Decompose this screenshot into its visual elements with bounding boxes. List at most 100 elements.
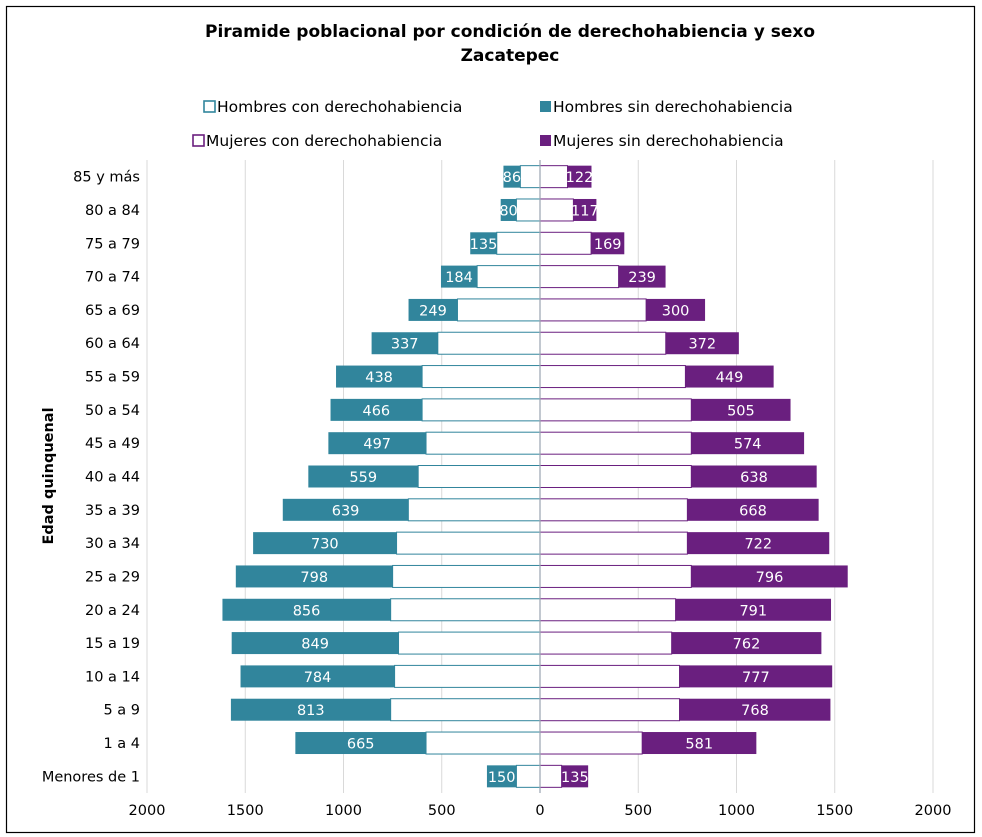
category-label: 70 a 74 (85, 270, 140, 286)
data-label-hombres-sin: 730 (311, 537, 339, 553)
data-label-hombres-sin: 438 (365, 370, 393, 386)
bar-hombres-sin-derechohabiencia (470, 232, 497, 255)
data-label-mujeres-sin: 791 (739, 603, 767, 619)
data-label-mujeres-sin: 574 (734, 437, 762, 453)
chart-title-line-1: Piramide poblacional por condición de de… (205, 22, 815, 42)
chart-title-line-2: Zacatepec (461, 46, 560, 66)
data-label-hombres-sin: 639 (332, 503, 360, 519)
bar-hombres-sin-derechohabiencia (486, 765, 517, 788)
bar-mujeres-con-derechohabiencia (539, 465, 692, 488)
category-label: 15 a 19 (85, 636, 140, 652)
bar-hombres-sin-derechohabiencia (253, 532, 397, 555)
bar-mujeres-sin-derechohabiencia (646, 298, 706, 321)
bar-mujeres-con-derechohabiencia (539, 231, 592, 255)
chart-border (5, 5, 976, 834)
x-axis: 2000 1500 1000 500 0 500 1000 1500 2000 (129, 160, 951, 819)
data-label-mujeres-sin: 117 (571, 203, 599, 219)
bar-mujeres-sin-derechohabiencia (671, 632, 822, 655)
category-label: Menores de 1 (42, 769, 140, 785)
data-label-hombres-sin: 86 (503, 170, 521, 186)
data-label-mujeres-sin: 122 (566, 170, 594, 186)
bar-mujeres-con-derechohabiencia (539, 498, 688, 522)
category-label: 85 y más (73, 170, 140, 186)
bar-mujeres-con-derechohabiencia (539, 698, 681, 722)
bar-hombres-con-derechohabiencia (515, 198, 541, 222)
bar-hombres-con-derechohabiencia (496, 231, 541, 255)
data-label-hombres-sin: 798 (300, 570, 328, 586)
bar-mujeres-sin-derechohabiencia (618, 265, 666, 288)
y-axis-label: Edad quinquenal (41, 407, 57, 544)
bar-hombres-con-derechohabiencia (421, 398, 541, 422)
category-label: 75 a 79 (85, 236, 140, 252)
category-label: 45 a 49 (85, 436, 140, 452)
data-label-mujeres-sin: 169 (594, 237, 622, 253)
bar-mujeres-sin-derechohabiencia (665, 332, 739, 355)
x-tick-label: 500 (624, 803, 652, 819)
bar-mujeres-sin-derechohabiencia (567, 165, 592, 188)
bar-mujeres-con-derechohabiencia (539, 564, 692, 588)
bar-mujeres-con-derechohabiencia (539, 531, 688, 555)
bar-hombres-con-derechohabiencia (456, 298, 541, 322)
bar-hombres-sin-derechohabiencia (503, 165, 521, 188)
bar-hombres-sin-derechohabiencia (222, 598, 391, 621)
category-label: 40 a 44 (85, 470, 140, 486)
bar-hombres-sin-derechohabiencia (330, 398, 423, 421)
category-label: 65 a 69 (85, 303, 140, 319)
category-labels: 85 y más 80 a 84 75 a 79 70 a 74 65 a 69 60 a… (42, 170, 140, 786)
bar-hombres-con-derechohabiencia (425, 731, 541, 755)
data-label-mujeres-sin: 722 (744, 537, 772, 553)
data-label-hombres-sin: 184 (445, 270, 473, 286)
data-label-hombres-sin: 466 (362, 403, 390, 419)
bar-hombres-sin-derechohabiencia (500, 198, 517, 221)
bar-hombres-sin-derechohabiencia (240, 665, 395, 688)
bar-mujeres-sin-derechohabiencia (679, 698, 831, 721)
category-label: 5 a 9 (103, 703, 140, 719)
data-label-mujeres-sin: 449 (716, 370, 744, 386)
bar-hombres-sin-derechohabiencia (230, 698, 391, 721)
bar-mujeres-con-derechohabiencia (539, 631, 673, 655)
category-label: 55 a 59 (85, 370, 140, 386)
bar-hombres-sin-derechohabiencia (408, 298, 458, 321)
bar-mujeres-con-derechohabiencia (539, 265, 620, 289)
bar-mujeres-sin-derechohabiencia (679, 665, 833, 688)
bar-mujeres-sin-derechohabiencia (687, 532, 830, 555)
data-label-hombres-sin: 856 (293, 603, 321, 619)
bar-mujeres-sin-derechohabiencia (691, 398, 791, 421)
legend-swatch-mujeres-con (192, 134, 205, 147)
bar-mujeres-con-derechohabiencia (539, 365, 686, 389)
category-label: 20 a 24 (85, 603, 140, 619)
legend-swatch-mujeres-sin (540, 135, 551, 146)
data-label-mujeres-sin: 768 (741, 703, 769, 719)
legend: Hombres con derechohabiencia Hombres sin… (192, 98, 793, 150)
bar-hombres-sin-derechohabiencia (231, 632, 399, 655)
bar-hombres-con-derechohabiencia (519, 165, 541, 189)
bar-mujeres-sin-derechohabiencia (687, 498, 819, 521)
category-label: 1 a 4 (103, 736, 140, 752)
bar-mujeres-sin-derechohabiencia (573, 198, 597, 221)
bar-mujeres-sin-derechohabiencia (675, 598, 832, 621)
bar-mujeres-sin-derechohabiencia (685, 365, 774, 388)
bar-hombres-sin-derechohabiencia (308, 465, 419, 488)
data-label-hombres-sin: 813 (297, 703, 325, 719)
data-label-mujeres-sin: 638 (740, 470, 768, 486)
data-label-hombres-sin: 784 (304, 670, 332, 686)
legend-label-mujeres-con: Mujeres con derechohabiencia (206, 132, 442, 150)
data-label-hombres-sin: 497 (363, 437, 391, 453)
data-label-mujeres-sin: 581 (685, 737, 713, 753)
data-labels: 86 122 80 117 135 169 184 239 249 300 337 372 438 449… (293, 170, 784, 786)
legend-swatch-hombres-con (203, 100, 216, 113)
bar-hombres-sin-derechohabiencia (295, 732, 427, 755)
x-tick-label: 0 (535, 803, 544, 819)
x-tick-label: 500 (428, 803, 456, 819)
data-label-mujeres-sin: 762 (733, 637, 761, 653)
data-label-mujeres-sin: 239 (628, 270, 656, 286)
category-label: 80 a 84 (85, 203, 140, 219)
bar-mujeres-con-derechohabiencia (539, 431, 692, 455)
bar-hombres-con-derechohabiencia (515, 764, 541, 788)
data-label-mujeres-sin: 777 (742, 670, 770, 686)
data-label-mujeres-sin: 668 (739, 503, 767, 519)
bar-hombres-con-derechohabiencia (394, 664, 541, 688)
legend-label-hombres-sin: Hombres sin derechohabiencia (553, 98, 793, 116)
category-label: 30 a 34 (85, 536, 140, 552)
